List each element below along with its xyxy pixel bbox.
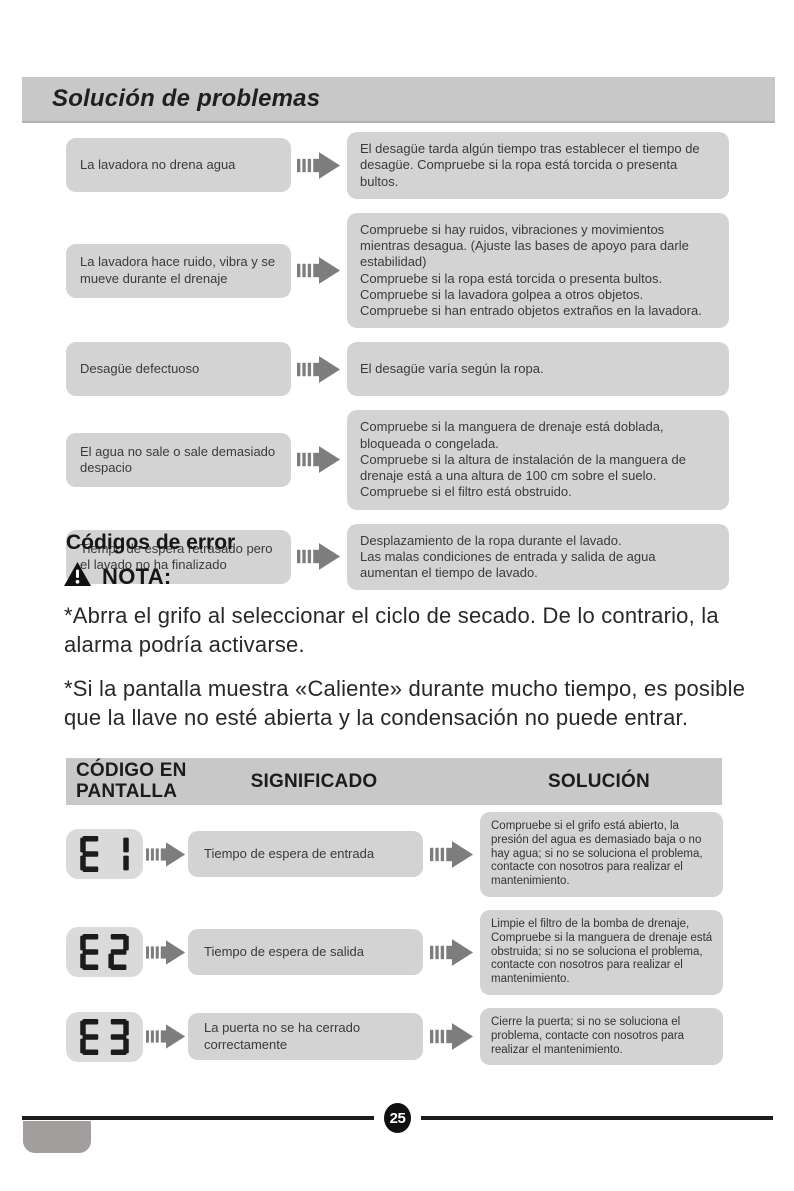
fast-forward-arrow-icon xyxy=(423,937,480,968)
meaning-text: Tiempo de espera de entrada xyxy=(204,846,375,862)
note-header: NOTA: xyxy=(64,562,172,591)
error-code-display xyxy=(66,829,143,880)
note-label: NOTA: xyxy=(102,563,172,589)
meaning-text: Tiempo de espera de salida xyxy=(204,944,364,960)
solution-text: El desagüe varía según la ropa. xyxy=(347,342,729,397)
solution-text: Compruebe si la manguera de drenaje está… xyxy=(347,410,729,510)
note-paragraph-1: *Abrra el grifo al seleccionar el ciclo … xyxy=(64,603,719,658)
troubleshooting-row: Desagüe defectuoso El desagüe varía segú… xyxy=(66,342,729,397)
error-code-row: Tiempo de espera de entrada Compruebe si… xyxy=(66,812,723,897)
error-code-display xyxy=(66,1011,143,1062)
note-paragraph-2: *Si la pantalla muestra «Caliente» duran… xyxy=(64,676,746,731)
fast-forward-arrow-icon xyxy=(143,1022,188,1051)
error-code-row: La puerta no se ha cerrado correctamente… xyxy=(66,1007,723,1066)
problem-box: Tiempo de espera retrasado pero el lavad… xyxy=(66,529,291,584)
fast-forward-arrow-icon xyxy=(143,938,188,967)
meaning-box: Tiempo de espera de salida xyxy=(188,929,423,976)
problem-text: El agua no sale o sale demasiado despaci… xyxy=(80,443,276,475)
fast-forward-arrow-icon xyxy=(291,150,347,181)
troubleshooting-row: La lavadora hace ruido, vibra y se mueve… xyxy=(66,212,729,329)
page-footer: 25 xyxy=(22,1103,773,1133)
error-code-row: Tiempo de espera de salida Limpie el fil… xyxy=(66,909,723,995)
error-code-display xyxy=(66,927,143,978)
column-header-code: CÓDIGO EN PANTALLA xyxy=(76,759,187,802)
problem-box: El agua no sale o sale demasiado despaci… xyxy=(66,432,291,487)
fast-forward-arrow-icon xyxy=(291,541,347,572)
error-code-list: Tiempo de espera de entrada Compruebe si… xyxy=(66,812,723,1078)
fast-forward-arrow-icon xyxy=(291,354,347,385)
meaning-box: La puerta no se ha cerrado correctamente xyxy=(188,1013,423,1060)
meaning-text: La puerta no se ha cerrado correctamente xyxy=(204,1020,361,1052)
error-solution-text: Cierre la puerta; si no se soluciona el … xyxy=(480,1007,723,1066)
error-solution-text: Compruebe si el grifo está abierto, la p… xyxy=(480,812,723,897)
troubleshooting-row: El agua no sale o sale demasiado despaci… xyxy=(66,410,729,510)
problem-text: La lavadora hace ruido, vibra y se mueve… xyxy=(80,254,276,286)
column-header-solution: SOLUCIÓN xyxy=(548,770,650,792)
troubleshooting-row: Tiempo de espera retrasado pero el lavad… xyxy=(66,523,729,591)
column-header-meaning: SIGNIFICADO xyxy=(250,770,378,792)
fast-forward-arrow-icon xyxy=(291,444,347,475)
fast-forward-arrow-icon xyxy=(291,255,347,286)
error-solution-text: Limpie el filtro de la bomba de drenaje,… xyxy=(480,909,723,995)
solution-text: Desplazamiento de la ropa durante el lav… xyxy=(347,523,729,591)
section-title-bar: Solución de problemas xyxy=(22,77,775,123)
page-number-badge: 25 xyxy=(384,1103,411,1133)
troubleshooting-row: La lavadora no drena agua El desagüe tar… xyxy=(66,132,729,199)
page-title: Solución de problemas xyxy=(52,85,321,112)
fast-forward-arrow-icon xyxy=(423,1021,480,1052)
troubleshooting-list: La lavadora no drena agua El desagüe tar… xyxy=(66,132,729,604)
footer-rule-left xyxy=(22,1116,374,1120)
footer-tab xyxy=(23,1121,91,1153)
problem-text: Desagüe defectuoso xyxy=(80,361,200,377)
solution-text: Compruebe si hay ruidos, vibraciones y m… xyxy=(347,212,729,329)
fast-forward-arrow-icon xyxy=(143,840,188,869)
problem-box: Desagüe defectuoso xyxy=(66,342,291,397)
fast-forward-arrow-icon xyxy=(423,839,480,870)
problem-box: La lavadora no drena agua xyxy=(66,138,291,193)
solution-text: El desagüe tarda algún tiempo tras estab… xyxy=(347,132,729,199)
error-codes-heading: Códigos de error xyxy=(66,531,236,554)
meaning-box: Tiempo de espera de entrada xyxy=(188,831,423,878)
problem-text: Tiempo de espera retrasado pero el lavad… xyxy=(80,540,273,572)
problem-box: La lavadora hace ruido, vibra y se mueve… xyxy=(66,243,291,298)
problem-text: La lavadora no drena agua xyxy=(80,157,236,173)
warning-triangle-icon xyxy=(64,562,91,591)
footer-rule-right xyxy=(421,1116,773,1120)
error-table-header: CÓDIGO EN PANTALLA SIGNIFICADO SOLUCIÓN xyxy=(66,758,722,805)
